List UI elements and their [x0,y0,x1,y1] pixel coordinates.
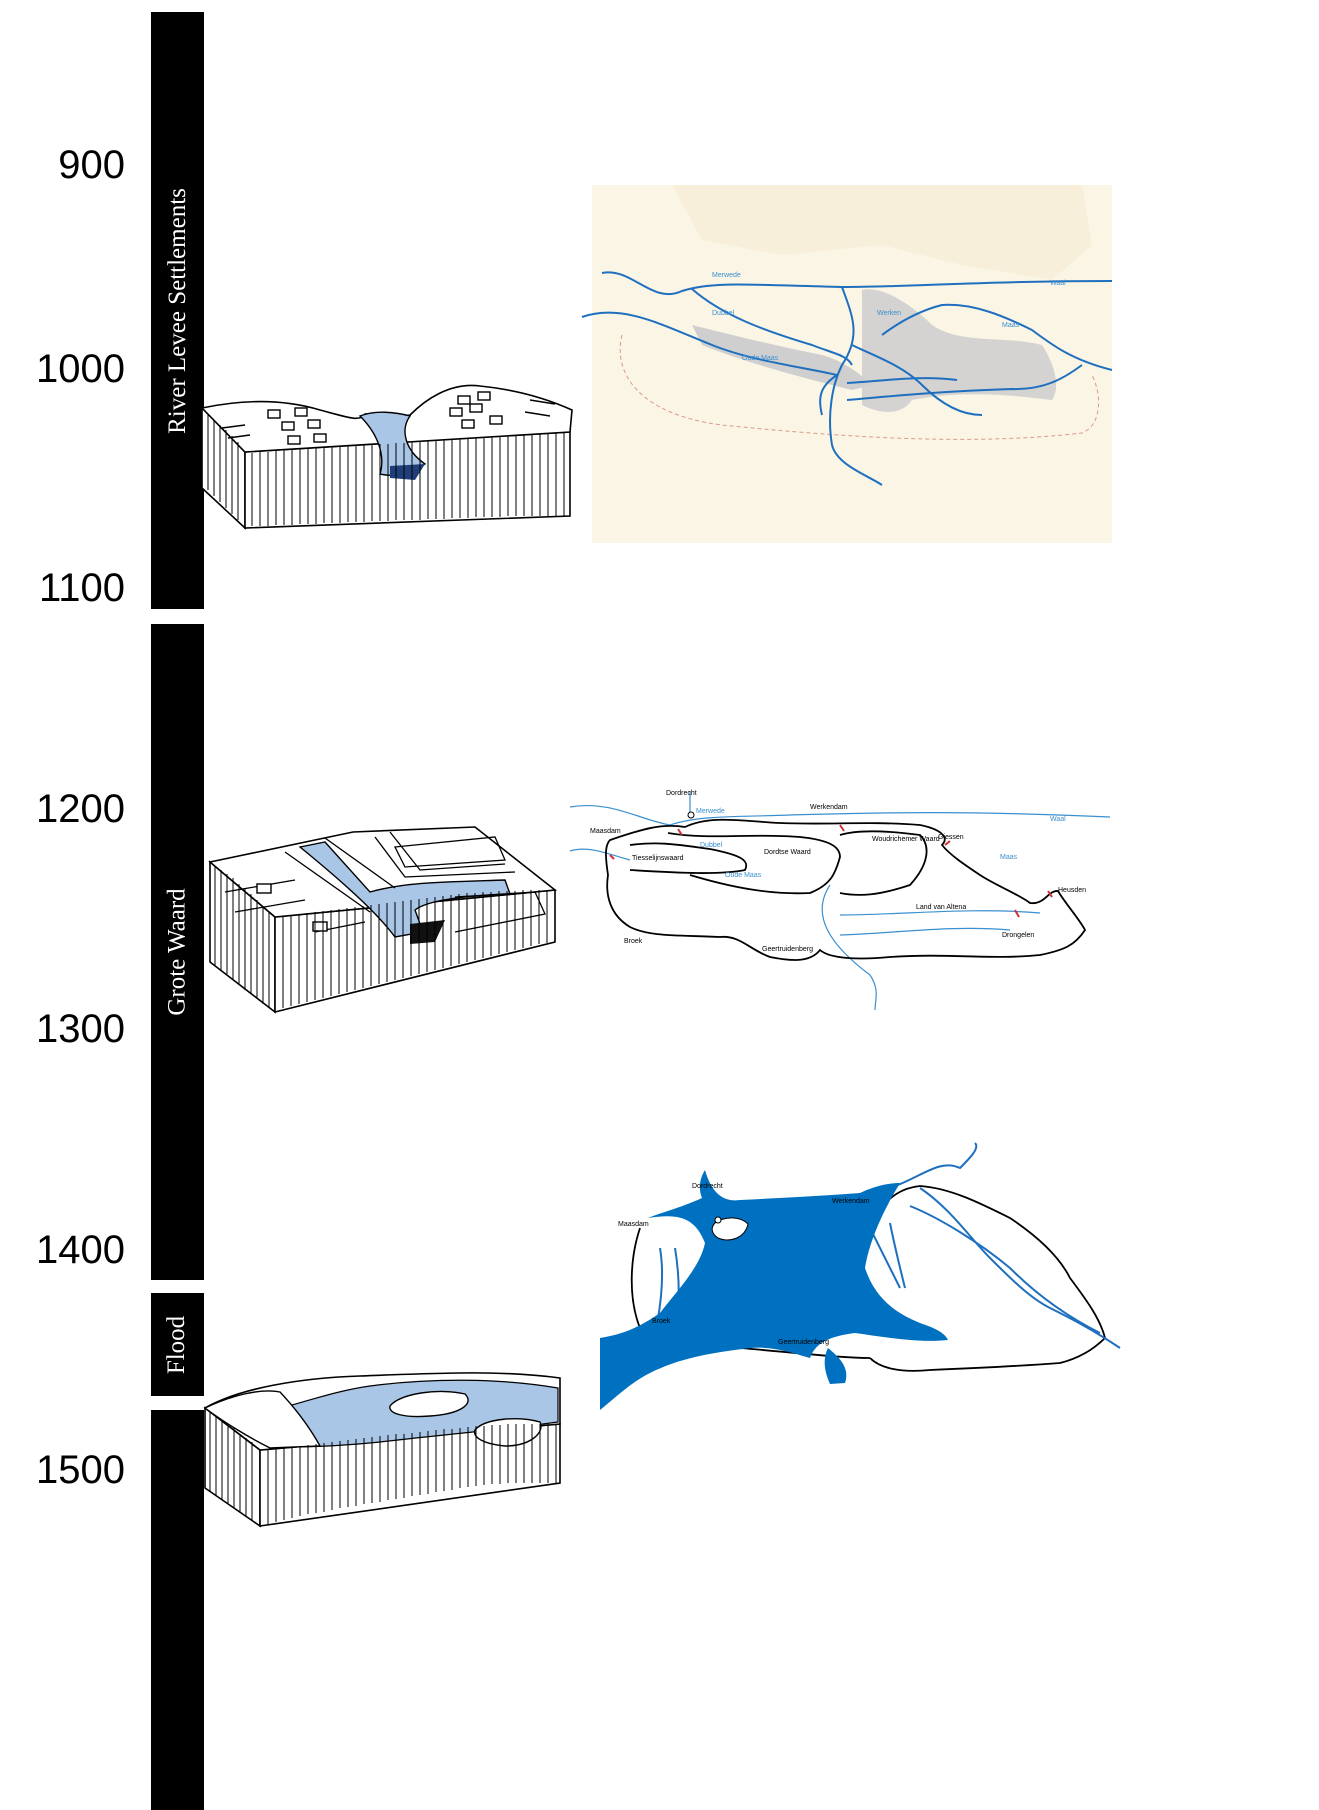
label-werkendam: Werkendam [810,804,848,811]
label-dubbel: Dubbel [712,310,735,317]
label-broek-3: Broek [652,1318,671,1325]
grote-waard-map: Dordrecht Werkendam Maasdam Tiesselijnsw… [569,790,1111,1011]
label-tiesselijnswaard: Tiesselijnswaard [632,855,684,862]
period-bar-river-levee [151,12,204,609]
label-woudrichemer-waard: Woudrichemer Waard [872,836,940,843]
label-werken: Werken [877,310,901,317]
year-1500: 1500 [36,1448,125,1492]
label-maas: Maas [1002,322,1020,329]
label-waal-2: Waal [1050,816,1066,823]
grote-waard-sketch [208,826,558,1014]
label-maas-2: Maas [1000,854,1018,861]
label-waal: Waal [1050,280,1066,287]
levee-period-map: Merwede Waal Maas Dubbel Oude Maas Werke… [581,185,1113,543]
label-heusden: Heusden [1058,887,1086,894]
year-900: 900 [58,143,125,187]
year-1000: 1000 [36,347,125,391]
label-oude-maas-2: Oude Maas [725,872,762,879]
label-werkendam-3: Werkendam [832,1198,870,1205]
label-geertruidenberg-3: Geertruidenberg [778,1339,829,1346]
label-maasdam: Maasdam [590,828,621,835]
period-bar-grote-waard [151,624,204,1280]
label-geertruidenberg: Geertruidenberg [762,946,813,953]
label-drongelen: Drongelen [1002,932,1034,939]
flood-water [600,1170,948,1410]
year-1400: 1400 [36,1228,125,1272]
period-label-river-levee: River Levee Settlements [163,187,191,434]
label-land-van-altena: Land van Altena [916,904,966,911]
label-maasdam-3: Maasdam [618,1221,649,1228]
levee-settlement-sketch [200,384,573,530]
label-dordrecht: Dordrecht [666,790,697,797]
period-bar-flood [151,1293,204,1396]
label-oude-maas: Oude Maas [742,355,779,362]
flood-sketch [203,1372,561,1528]
year-1200: 1200 [36,787,125,831]
label-dordrecht-3: Dordrecht [692,1183,723,1190]
year-1100: 1100 [38,566,125,610]
label-merwede-2: Merwede [696,808,725,815]
year-1300: 1300 [36,1007,125,1051]
period-label-flood: Flood [163,1315,191,1374]
label-broek: Broek [624,938,643,945]
label-giessen: Giessen [938,834,964,841]
label-dubbel-2: Dubbel [700,842,723,849]
label-merwede: Merwede [712,272,741,279]
period-label-grote-waard: Grote Waard [163,888,191,1016]
label-dordtse-waard: Dordtse Waard [764,849,811,856]
period-bar-later [151,1410,204,1810]
river-merwede [601,271,1113,296]
flood-map: Dordrecht Werkendam Maasdam Broek Geertr… [600,1142,1121,1410]
